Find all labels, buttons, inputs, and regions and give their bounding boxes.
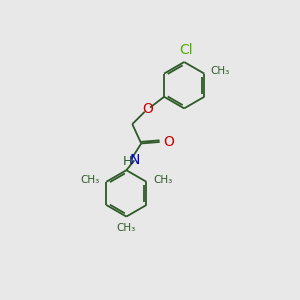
Text: CH₃: CH₃ [153,175,172,185]
Text: CH₃: CH₃ [211,66,230,76]
Text: N: N [129,153,140,167]
Text: CH₃: CH₃ [117,223,136,233]
Text: Cl: Cl [179,43,193,57]
Text: O: O [142,102,153,116]
Text: CH₃: CH₃ [80,175,100,185]
Text: O: O [163,135,174,149]
Text: H: H [123,155,133,168]
